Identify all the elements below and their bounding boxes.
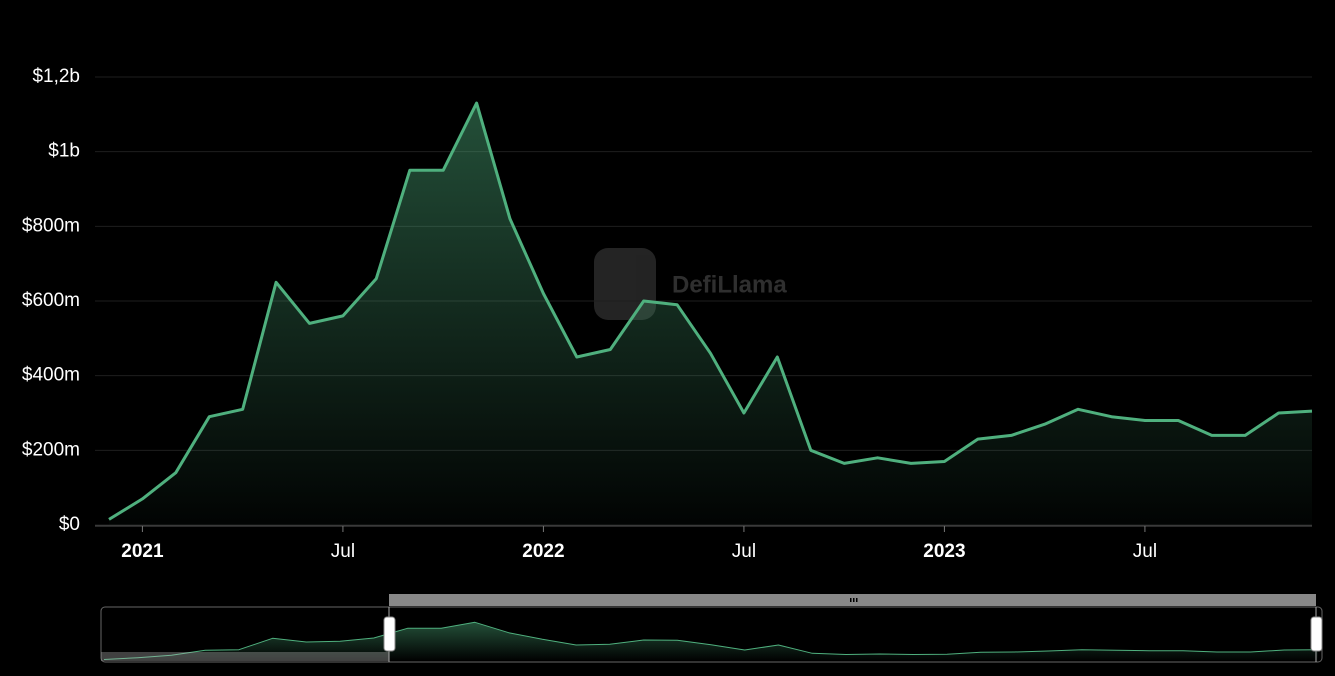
slider-grip: [856, 598, 858, 602]
x-tick-label: 2022: [522, 541, 564, 562]
x-tick-label: Jul: [331, 541, 355, 562]
slider-handle[interactable]: [383, 616, 396, 652]
x-tick-label: 2021: [121, 541, 164, 562]
slider-grip: [853, 598, 855, 602]
area: [109, 103, 1312, 525]
y-tick-label: $1b: [48, 141, 80, 162]
range-slider[interactable]: [100, 594, 1323, 663]
watermark: DefiLlama: [594, 248, 787, 320]
x-tick-label: Jul: [732, 541, 756, 562]
x-tick-label: 2023: [923, 541, 965, 562]
y-tick-label: $0: [59, 514, 80, 535]
slider-grip: [850, 598, 852, 602]
x-tick-label: Jul: [1133, 541, 1157, 562]
slider-bar[interactable]: [389, 594, 1316, 606]
line: [108, 101, 1313, 521]
y-tick-label: $800m: [22, 215, 80, 236]
y-tick-label: $400m: [22, 365, 80, 386]
slider-handle[interactable]: [1310, 616, 1323, 652]
y-tick-label: $200m: [22, 439, 80, 460]
slider-unselected: [101, 652, 389, 661]
y-tick-label: $600m: [22, 290, 80, 311]
watermark-text: DefiLlama: [672, 271, 787, 298]
area: [104, 622, 1318, 660]
line: [103, 621, 1319, 660]
watermark-logo: [594, 248, 656, 320]
y-tick-label: $1,2b: [32, 66, 80, 87]
